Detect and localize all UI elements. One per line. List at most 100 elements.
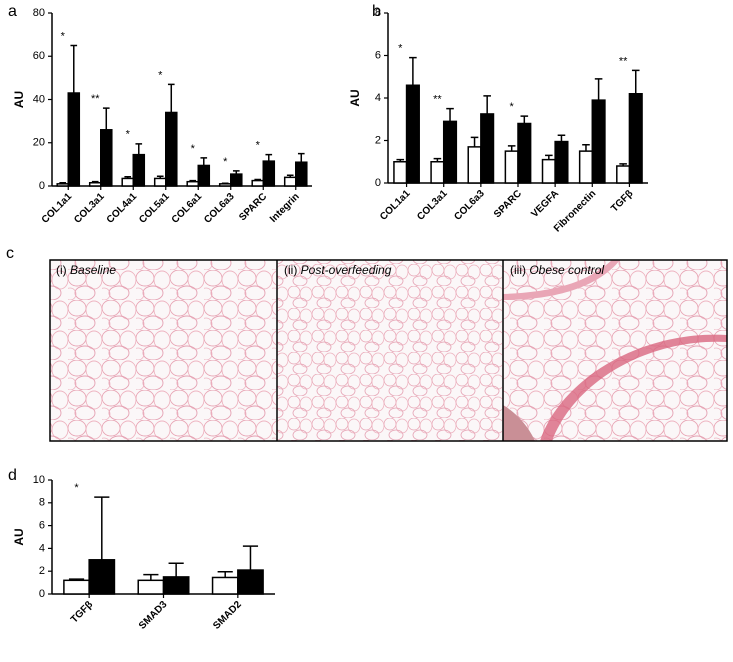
bar <box>63 579 90 595</box>
bar <box>88 182 102 187</box>
significance-marker: * <box>158 69 163 81</box>
bar <box>132 153 146 187</box>
y-tick-label: 20 <box>33 137 45 149</box>
error-bar <box>232 170 240 175</box>
error-bar <box>594 78 603 101</box>
x-tick-label: COL6a3 <box>202 191 237 226</box>
y-tick-label: 40 <box>33 93 45 105</box>
panel-c: c (i) Baseline (ii) Post-overfeeding (ii… <box>6 245 728 442</box>
y-axis-label: AU <box>348 89 362 106</box>
image-frame <box>49 259 728 442</box>
bar <box>153 177 167 187</box>
bar <box>165 111 178 187</box>
caption-text: Baseline <box>70 263 116 277</box>
y-tick-label: 60 <box>33 50 45 62</box>
x-tick-label: COL1a1 <box>40 191 75 226</box>
x-tick-label: COL3a1 <box>415 188 450 223</box>
caption-text: Post-overfeeding <box>301 263 392 277</box>
y-tick-label: 10 <box>33 474 45 486</box>
caption-numeral: (i) <box>56 263 67 277</box>
bar <box>554 140 569 184</box>
x-tick-label: COL5a1 <box>137 191 172 226</box>
y-tick-label: 6 <box>39 520 45 532</box>
y-tick-label: 2 <box>39 565 45 577</box>
bar <box>121 177 134 187</box>
error-bar <box>68 578 85 581</box>
error-bar <box>94 496 110 560</box>
y-tick-label: 0 <box>39 588 45 600</box>
significance-marker: ** <box>619 55 628 67</box>
bar <box>230 173 243 187</box>
error-bar <box>221 182 229 184</box>
bar <box>295 161 308 187</box>
bar <box>517 122 532 184</box>
caption-numeral: (iii) <box>510 263 526 277</box>
significance-marker: * <box>256 140 261 152</box>
panel-label: d <box>8 467 17 484</box>
image-caption: (iii) Obese control <box>510 263 604 277</box>
significance-marker: * <box>191 143 196 155</box>
error-bar <box>124 175 132 179</box>
y-tick-label: 0 <box>375 177 381 189</box>
error-bar <box>483 95 491 114</box>
y-tick-label: 4 <box>375 92 381 104</box>
bar <box>283 176 297 187</box>
x-tick-label: COL1a1 <box>378 188 413 223</box>
x-tick-label: SMAD3 <box>137 599 170 632</box>
error-bar <box>582 144 590 152</box>
x-tick-label: TGFβ <box>609 188 635 214</box>
x-tick-label: COL6a1 <box>170 191 205 226</box>
error-bar <box>200 157 208 166</box>
bar <box>100 129 113 187</box>
y-tick-label: 2 <box>375 134 381 146</box>
histology-image <box>277 260 502 441</box>
bar <box>162 576 190 595</box>
significance-marker: ** <box>433 94 442 106</box>
tissue-fold <box>503 405 535 441</box>
y-tick-label: 6 <box>375 49 381 61</box>
bar <box>541 158 556 184</box>
error-bar <box>297 152 305 163</box>
image-caption: (ii) Post-overfeeding <box>284 263 392 277</box>
bar <box>211 576 239 595</box>
error-bar <box>557 134 566 142</box>
x-tick-label: COL6a3 <box>452 188 487 223</box>
bar <box>262 160 276 187</box>
caption-text: Obese control <box>529 263 604 277</box>
bar <box>137 579 165 595</box>
x-tick-label: SMAD2 <box>211 599 244 632</box>
error-bar <box>59 182 67 184</box>
bar <box>218 183 232 187</box>
bar <box>186 180 199 187</box>
bar <box>578 150 594 184</box>
significance-marker: * <box>61 30 66 42</box>
histology-image <box>50 260 276 441</box>
error-bar <box>409 56 417 86</box>
y-axis-label: AU <box>12 528 26 545</box>
bar <box>591 99 606 184</box>
significance-marker: * <box>223 156 228 168</box>
bar <box>237 569 264 595</box>
bar <box>442 120 458 184</box>
bar <box>393 161 408 184</box>
error-bar <box>242 545 259 571</box>
x-tick-label: COL4a1 <box>105 191 140 226</box>
error-bar <box>102 107 110 130</box>
bar <box>430 161 445 184</box>
x-tick-label: TGFβ <box>69 599 95 625</box>
error-bar <box>520 115 529 124</box>
y-tick-label: 8 <box>375 7 381 19</box>
error-bar <box>446 107 454 122</box>
tissue-edge <box>503 260 620 300</box>
panel-label: c <box>6 245 14 262</box>
significance-marker: * <box>126 129 131 141</box>
error-bar <box>619 163 627 166</box>
x-tick-label: SPARC <box>492 188 524 220</box>
significance-marker: ** <box>91 93 100 105</box>
y-tick-label: 4 <box>39 542 45 554</box>
error-bar <box>286 174 294 178</box>
error-bar <box>135 143 143 155</box>
y-tick-label: 80 <box>33 7 45 19</box>
error-bar <box>545 154 553 160</box>
